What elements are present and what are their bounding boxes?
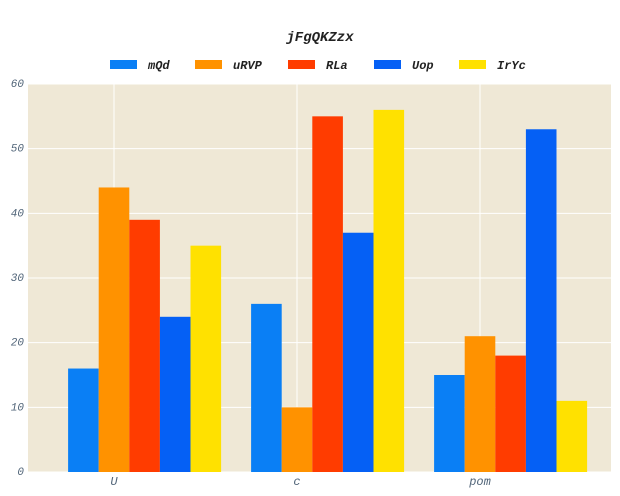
bar-IrYc-pom (556, 400, 588, 472)
legend-swatch (110, 60, 137, 69)
legend-item-uRVP: uRVP (195, 59, 263, 73)
legend-label: IrYc (497, 59, 526, 73)
bar-uRVP-c (281, 407, 313, 472)
y-tick-label: 40 (11, 208, 25, 220)
x-tick-label: pom (468, 475, 491, 489)
bar-IrYc-U (190, 245, 222, 472)
bar-RLa-c (312, 116, 343, 472)
legend-item-Uop: Uop (374, 59, 434, 73)
y-axis-ticks: 0 10 20 30 40 50 60 (11, 79, 25, 479)
bar-Uop-U (159, 316, 191, 472)
bar-mQd-U (68, 368, 99, 472)
legend-item-IrYc: IrYc (459, 59, 526, 73)
x-tick-label: U (110, 475, 118, 489)
chart-title: jFgQKZzx (285, 30, 354, 46)
bar-uRVP-U (98, 187, 130, 472)
y-tick-label: 10 (11, 402, 25, 414)
bar-RLa-U (129, 219, 160, 472)
bar-IrYc-c (373, 109, 405, 472)
bars (68, 109, 588, 472)
bar-mQd-pom (434, 375, 465, 472)
bar-RLa-pom (495, 355, 526, 472)
legend-swatch (288, 60, 315, 69)
bar-Uop-c (342, 232, 374, 472)
legend-swatch (374, 60, 401, 69)
legend-swatch (459, 60, 486, 69)
y-tick-label: 20 (11, 338, 25, 350)
y-tick-label: 60 (11, 79, 25, 91)
legend-swatch (195, 60, 222, 69)
legend-label: mQd (147, 59, 170, 73)
x-tick-label: c (293, 475, 300, 489)
bar-Uop-pom (525, 129, 557, 472)
bar-uRVP-pom (464, 336, 496, 472)
y-tick-label: 30 (11, 273, 25, 285)
y-tick-label: 50 (11, 144, 25, 156)
legend-item-mQd: mQd (110, 59, 170, 73)
y-tick-label: 0 (17, 467, 24, 479)
legend-item-RLa: RLa (288, 59, 348, 73)
legend: mQd uRVP RLa Uop IrYc (110, 59, 526, 73)
legend-label: uRVP (233, 59, 263, 73)
legend-label: Uop (412, 59, 434, 73)
bar-mQd-c (251, 303, 282, 472)
legend-label: RLa (326, 59, 348, 73)
